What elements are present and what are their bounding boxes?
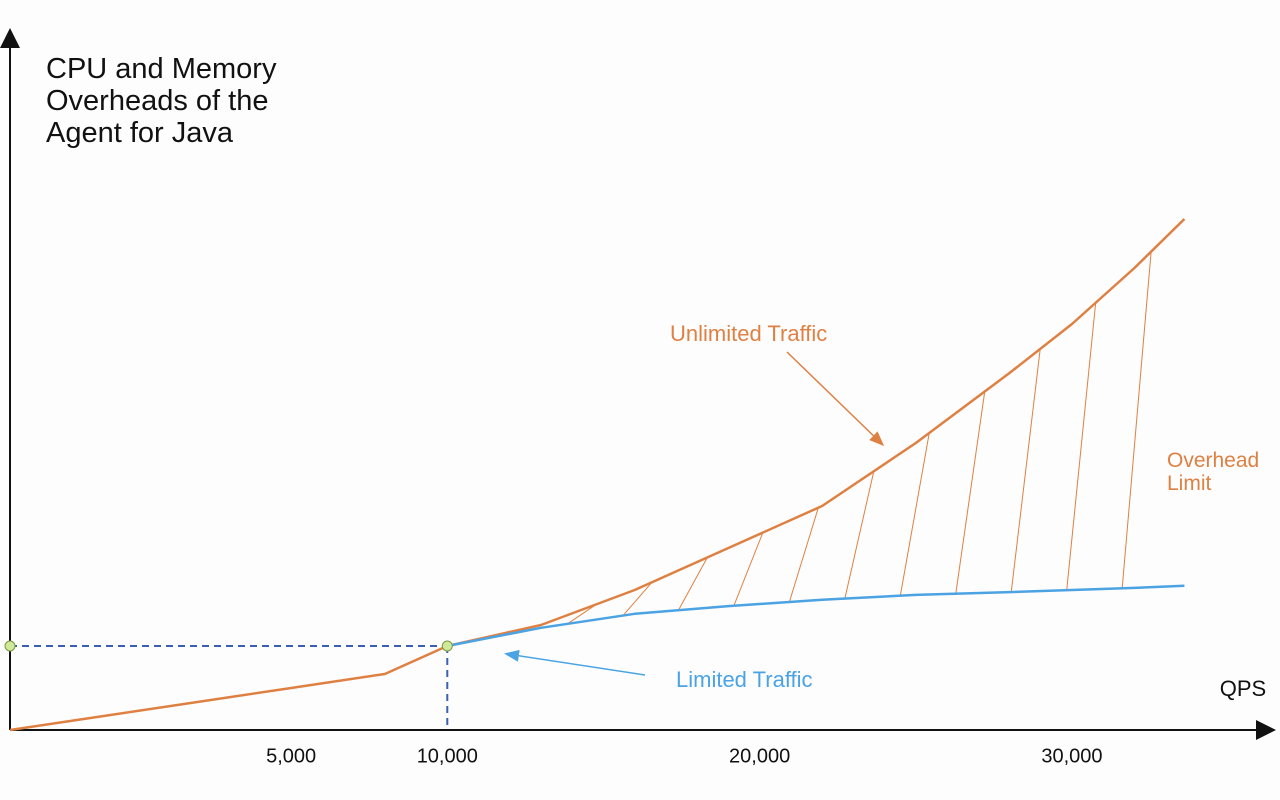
series-line	[447, 584, 1185, 648]
x-tick-label: 20,000	[729, 745, 790, 767]
hatch	[844, 471, 875, 599]
x-axis-label: QPS	[1220, 676, 1266, 701]
hatch	[567, 603, 597, 625]
hatch	[899, 432, 930, 596]
x-tick-label: 30,000	[1041, 745, 1102, 767]
x-tick-label: 5,000	[266, 745, 316, 767]
hatch	[1066, 302, 1097, 591]
annotation: Overhead Limit	[1167, 449, 1260, 496]
series-label: Unlimited Traffic	[670, 321, 828, 346]
series-label: Limited Traffic	[676, 667, 813, 692]
hatch	[733, 532, 764, 606]
hatch	[622, 581, 653, 616]
hatch	[788, 507, 819, 603]
annotation-arrow	[504, 649, 646, 676]
annotation-arrow	[786, 351, 885, 447]
hatch	[1010, 348, 1041, 593]
hatch	[1121, 251, 1152, 589]
hatch	[677, 557, 708, 611]
x-tick-label: 10,000	[417, 745, 478, 767]
hatch	[955, 391, 986, 594]
marker	[4, 640, 16, 652]
marker	[441, 640, 453, 652]
series-line	[9, 218, 1186, 732]
chart-title: CPU and Memory Overheads of the Agent fo…	[46, 53, 277, 149]
